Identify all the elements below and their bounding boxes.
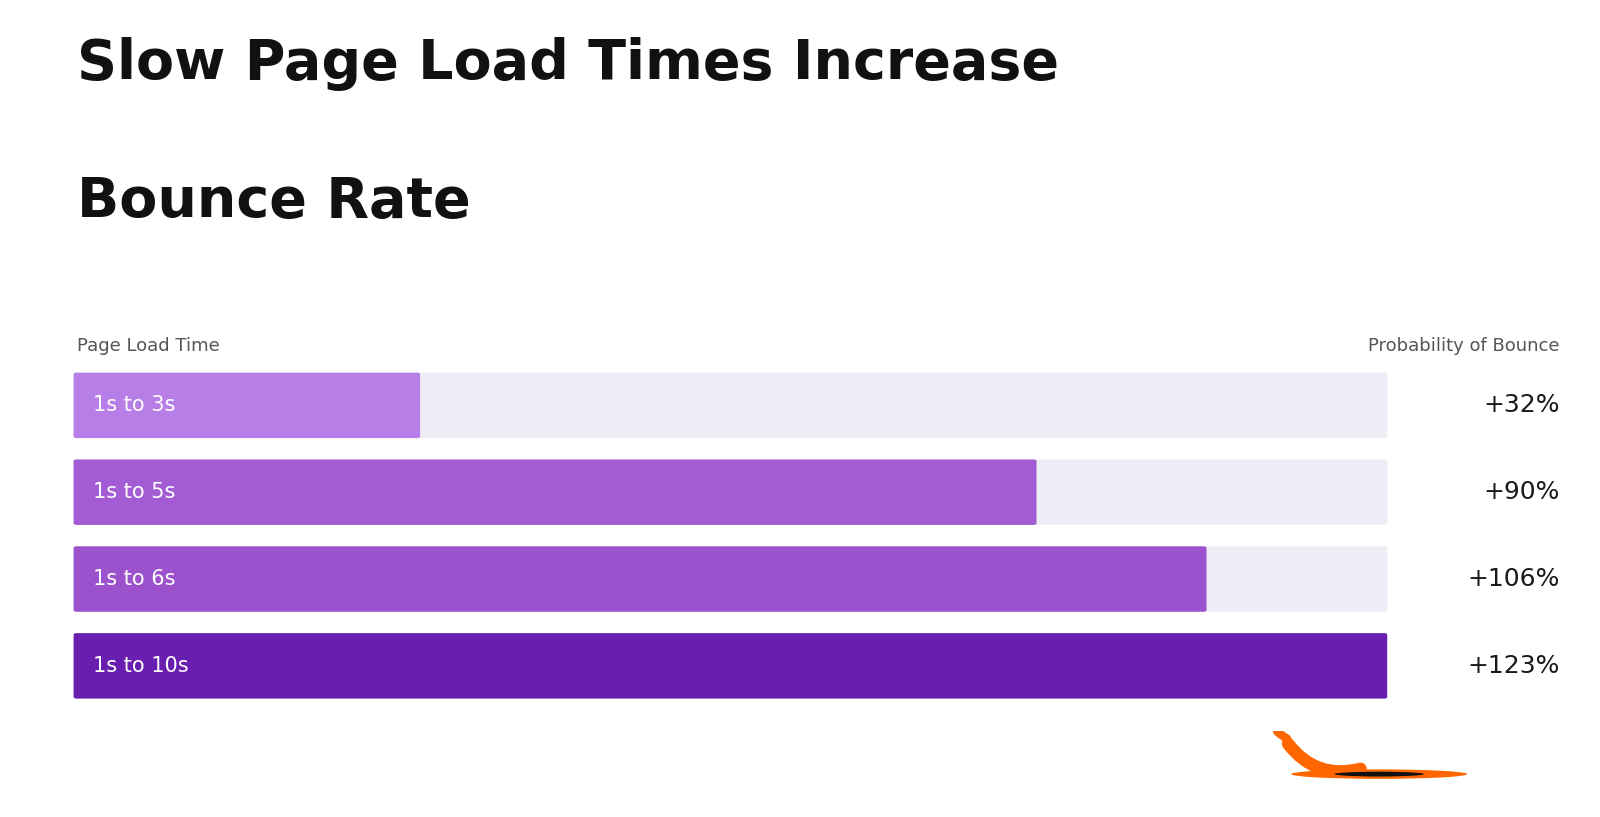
Text: semrush.com: semrush.com (77, 764, 218, 784)
Text: 1s to 6s: 1s to 6s (93, 569, 176, 589)
Text: +106%: +106% (1467, 567, 1560, 591)
Circle shape (1334, 772, 1424, 776)
Text: +32%: +32% (1483, 393, 1560, 417)
Text: 1s to 10s: 1s to 10s (93, 656, 189, 676)
Text: 1s to 5s: 1s to 5s (93, 482, 174, 502)
Text: +123%: +123% (1467, 654, 1560, 678)
FancyBboxPatch shape (74, 373, 1387, 438)
Text: 1s to 3s: 1s to 3s (93, 395, 174, 415)
FancyBboxPatch shape (74, 459, 1037, 525)
FancyBboxPatch shape (74, 547, 1206, 612)
FancyBboxPatch shape (74, 547, 1387, 612)
FancyBboxPatch shape (74, 373, 421, 438)
Text: Page Load Time: Page Load Time (77, 337, 219, 355)
FancyArrowPatch shape (1288, 743, 1360, 771)
Circle shape (1291, 770, 1467, 779)
FancyBboxPatch shape (74, 459, 1387, 525)
Text: +90%: +90% (1483, 480, 1560, 504)
Text: Slow Page Load Times Increase: Slow Page Load Times Increase (77, 37, 1059, 91)
FancyArrowPatch shape (1277, 731, 1286, 739)
Text: Bounce Rate: Bounce Rate (77, 176, 470, 230)
FancyBboxPatch shape (74, 633, 1387, 699)
Text: Probability of Bounce: Probability of Bounce (1368, 337, 1560, 355)
FancyBboxPatch shape (74, 633, 1387, 699)
Text: SEMRUSH: SEMRUSH (1432, 757, 1600, 791)
